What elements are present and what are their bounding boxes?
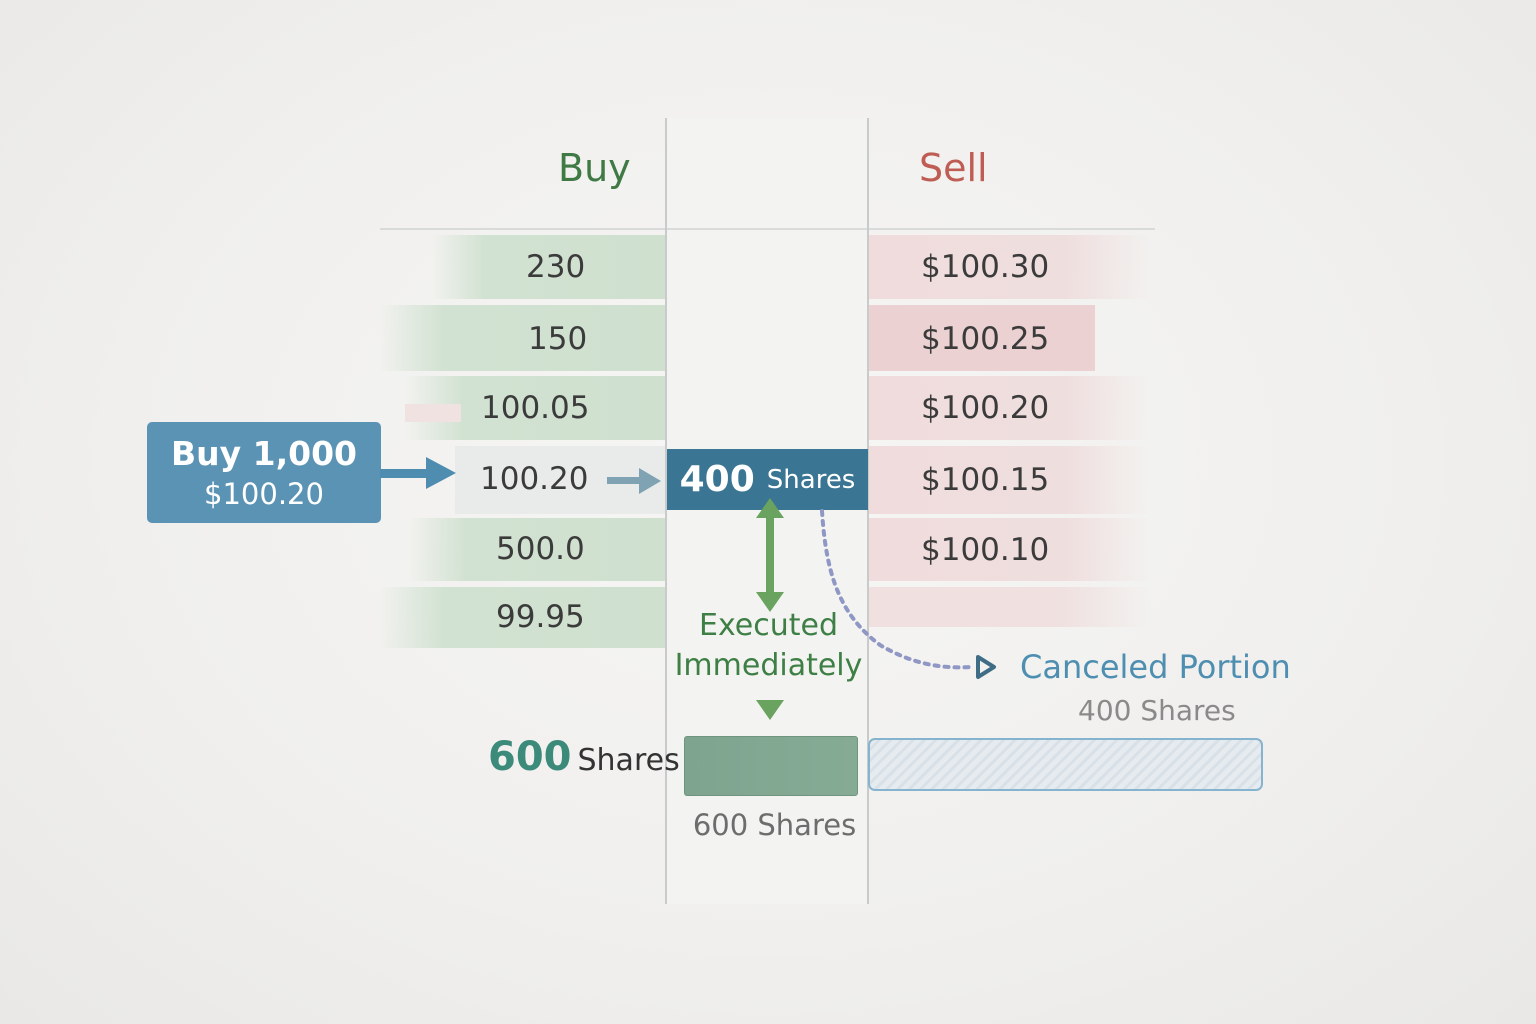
matched-unit: Shares xyxy=(766,464,856,495)
buy-row-value: 100.20 xyxy=(480,461,589,497)
buy-row-value: 99.95 xyxy=(496,599,585,635)
match-arrow-icon xyxy=(607,468,661,494)
filled-unit: Shares xyxy=(577,743,680,778)
executed-line2: Immediately xyxy=(674,648,863,683)
buy-row: 230 xyxy=(432,235,666,299)
sell-row: $100.30 xyxy=(869,235,1149,299)
sell-row-value: $100.25 xyxy=(921,321,1050,357)
canceled-bar xyxy=(868,738,1263,791)
down-triangle-icon xyxy=(756,700,784,720)
canceled-curve-arrow-icon xyxy=(820,509,996,679)
canceled-caption: 400 Shares xyxy=(1078,694,1236,727)
buy-header: Buy xyxy=(558,146,631,190)
sell-row: $100.10 xyxy=(869,518,1149,581)
filled-total: 600 Shares xyxy=(488,734,680,780)
order-quantity: Buy 1,000 xyxy=(170,434,358,473)
sell-row: $100.20 xyxy=(869,376,1149,440)
divider-left xyxy=(665,118,667,904)
buy-row-value: 100.05 xyxy=(481,390,590,426)
canceled-label: Canceled Portion xyxy=(1020,648,1291,686)
sell-row-value: $100.10 xyxy=(921,531,1050,568)
sell-row-value: $100.20 xyxy=(921,390,1050,426)
matched-shares-box: 400 Shares xyxy=(667,449,868,510)
order-arrow-icon xyxy=(380,457,456,489)
sell-row xyxy=(869,587,1149,627)
buy-row: 100.05 xyxy=(405,376,666,440)
buy-row: 99.95 xyxy=(380,587,666,648)
buy-row: 500.0 xyxy=(408,518,666,581)
matched-count: 400 xyxy=(679,459,755,500)
executed-line1: Executed xyxy=(698,608,838,643)
header-separator xyxy=(380,228,1155,230)
buy-row-marker xyxy=(405,404,461,422)
buy-row-value: 230 xyxy=(526,249,586,285)
buy-row-value: 150 xyxy=(528,321,588,357)
divider-right xyxy=(867,118,869,904)
filled-caption: 600 Shares xyxy=(692,808,857,842)
executed-label: Executed Immediately xyxy=(668,606,869,686)
order-price: $100.20 xyxy=(204,477,324,511)
sell-row: $100.25 xyxy=(869,305,1095,371)
buy-row-value: 500.0 xyxy=(496,531,585,567)
sell-row: $100.15 xyxy=(869,446,1149,514)
incoming-order-box: Buy 1,000 $100.20 xyxy=(147,422,381,523)
sell-header: Sell xyxy=(919,146,988,190)
buy-row: 150 xyxy=(380,305,666,371)
sell-row-value: $100.30 xyxy=(921,249,1050,285)
filled-bar xyxy=(684,736,858,796)
executed-double-arrow-icon xyxy=(756,498,784,612)
sell-row-value: $100.15 xyxy=(921,462,1050,498)
filled-count: 600 xyxy=(488,734,572,780)
